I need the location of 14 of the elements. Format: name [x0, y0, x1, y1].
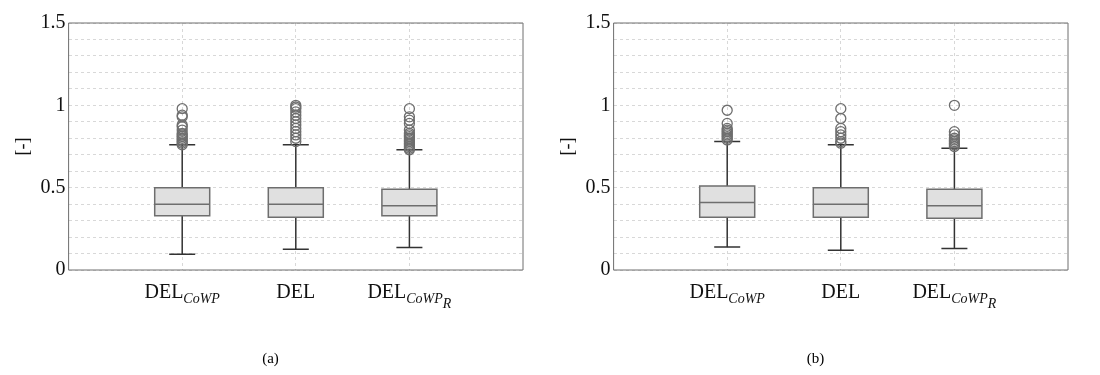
y-tick-label: 1: [600, 92, 611, 115]
y-axis-title: [-]: [11, 137, 32, 156]
text: (b): [805, 350, 826, 367]
x-tick-label: DEL: [821, 280, 861, 302]
y-tick-label: 1.5: [40, 10, 66, 33]
y-tick-label: 0.5: [585, 174, 611, 197]
y-tick-label: 1: [55, 92, 66, 115]
y-axis-title: [-]: [556, 137, 577, 156]
text: (a): [261, 350, 280, 367]
y-tick-label: 0.5: [40, 174, 66, 197]
x-tick-label: DEL: [276, 280, 316, 302]
y-tick-label: 0: [600, 257, 611, 280]
y-tick-label: 1.5: [585, 10, 611, 33]
y-tick-label: 0: [55, 257, 66, 280]
